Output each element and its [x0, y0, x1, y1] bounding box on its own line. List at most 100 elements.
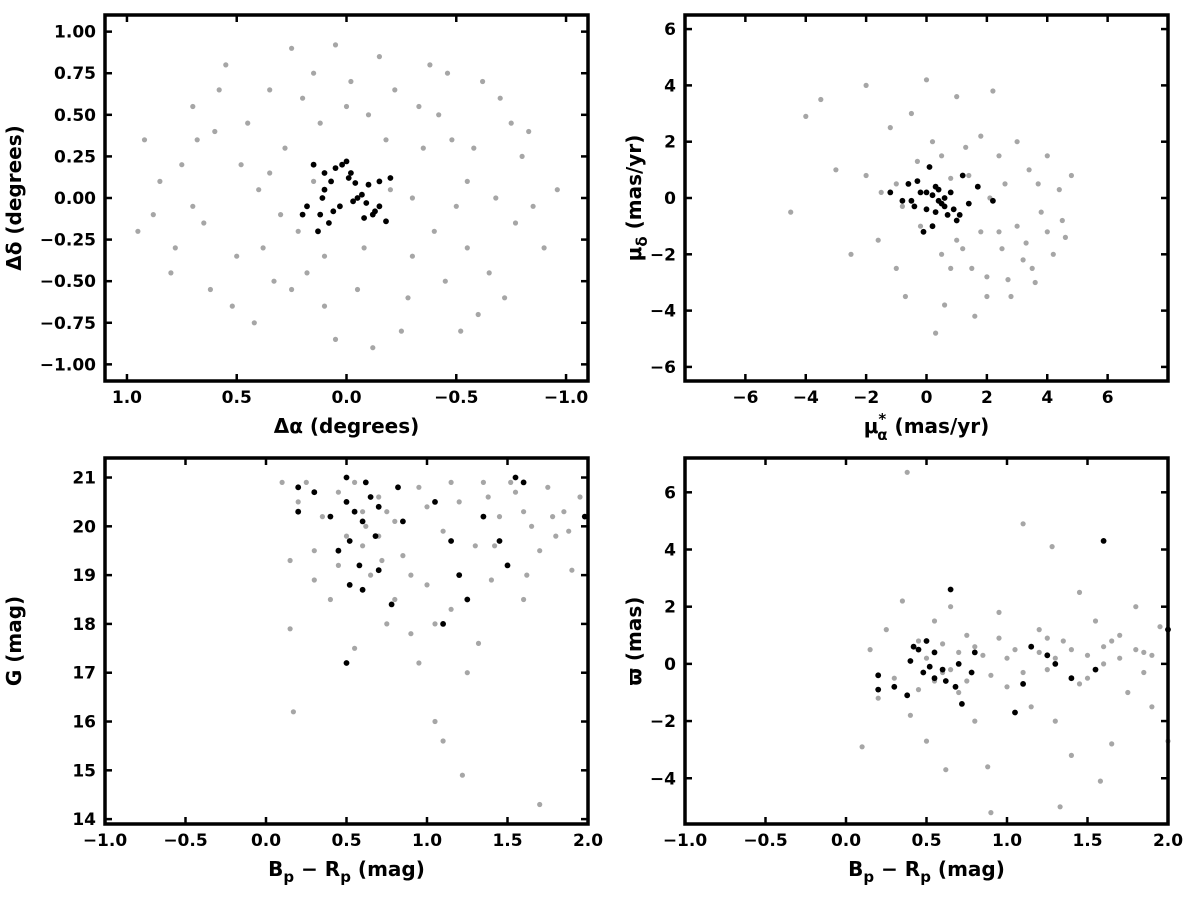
x-tick-label: 1.0: [992, 831, 1022, 851]
data-point: [1004, 655, 1010, 661]
x-tick-label: 0.0: [251, 831, 281, 851]
data-point: [914, 158, 921, 164]
data-point: [959, 172, 966, 179]
data-point: [1050, 251, 1056, 257]
data-point: [1023, 240, 1029, 246]
data-point: [398, 328, 404, 334]
data-point: [996, 635, 1002, 641]
data-point: [311, 548, 317, 554]
data-point: [974, 183, 981, 190]
x-tick-label: 0.0: [331, 388, 361, 408]
x-tick-label: 0.0: [831, 831, 861, 851]
data-point: [409, 253, 415, 259]
data-point: [1084, 675, 1091, 681]
data-point: [948, 667, 954, 673]
data-point: [416, 103, 422, 110]
data-point: [424, 504, 430, 510]
x-tick-label: 1.5: [1072, 831, 1102, 851]
y-tick-label: 0.75: [54, 64, 96, 84]
data-point: [1068, 172, 1074, 179]
y-tick-label: 0: [664, 655, 676, 675]
x-tick-label: 2: [981, 388, 993, 408]
data-point: [448, 538, 454, 544]
data-point: [492, 543, 498, 549]
y-tick-label: 2: [664, 598, 676, 618]
data-point: [1028, 704, 1034, 710]
data-point: [376, 54, 382, 60]
data-point: [1149, 652, 1155, 658]
data-point: [965, 200, 972, 207]
x-tick-label: −1.0: [663, 831, 708, 851]
data-point: [537, 548, 543, 554]
data-point: [356, 562, 363, 569]
data-point: [554, 187, 560, 193]
y-tick-label: 4: [664, 76, 676, 96]
data-point: [899, 203, 906, 209]
data-point: [303, 479, 309, 485]
data-point: [289, 45, 295, 51]
data-point: [833, 167, 839, 173]
data-point: [339, 161, 345, 168]
x-tick-label: 0.5: [911, 831, 941, 851]
data-point: [1057, 804, 1063, 810]
data-point: [440, 621, 446, 627]
data-point: [887, 189, 894, 196]
data-point: [480, 513, 487, 520]
y-tick-label: −2: [650, 245, 676, 265]
data-point: [1068, 647, 1074, 653]
data-point: [1100, 538, 1107, 544]
data-point: [321, 186, 328, 193]
data-point: [893, 265, 899, 271]
chart-cmd: −1.0 −0.5 0.0 0.5 1.0 1.5 2.0 14 15 16 17 18 19 20 21 B…: [2, 456, 603, 886]
data-point: [375, 567, 382, 574]
data-point: [359, 191, 365, 198]
data-point: [512, 489, 519, 495]
data-point: [953, 217, 960, 224]
data-point: [383, 137, 389, 143]
data-point: [440, 738, 446, 744]
y-tick-label: −6: [650, 358, 676, 378]
data-point: [343, 103, 350, 110]
data-point: [493, 195, 499, 201]
data-point: [317, 211, 324, 218]
data-point: [932, 183, 939, 190]
data-point: [384, 509, 390, 515]
y-tick-label: 0.50: [54, 106, 96, 126]
data-point: [362, 479, 369, 486]
data-point: [383, 218, 389, 225]
data-point: [464, 178, 470, 184]
data-point: [287, 626, 293, 632]
data-point: [932, 209, 939, 216]
data-point: [929, 139, 936, 145]
y-axis-label: μδ (mas/yr): [622, 135, 651, 262]
y-tick-label: −0.25: [40, 231, 96, 251]
data-point: [295, 484, 302, 491]
y-tick-label: −0.50: [40, 272, 96, 292]
data-point: [996, 609, 1002, 616]
chart-parallax: −1.0 −0.5 0.0 0.5 1.0 1.5 2.0 −4 −2 0 2 4 6 Bp − Rp (…: [622, 456, 1183, 886]
data-point: [464, 596, 471, 603]
data-point: [359, 586, 366, 593]
data-point: [408, 631, 414, 637]
data-point: [863, 82, 869, 88]
data-point: [335, 489, 341, 495]
data-point: [848, 251, 854, 257]
data-point: [448, 479, 454, 485]
data-point: [295, 508, 302, 515]
x-tick-label: −0.5: [743, 831, 787, 851]
data-point: [859, 744, 865, 750]
data-point: [360, 543, 366, 549]
data-point: [1052, 718, 1058, 724]
data-point: [295, 499, 301, 505]
data-point: [933, 330, 939, 336]
data-point: [561, 509, 567, 515]
data-point: [1101, 661, 1107, 667]
data-point: [424, 582, 430, 588]
data-point: [917, 223, 924, 229]
data-point: [488, 577, 494, 583]
y-axis-label: Δδ (degrees): [2, 125, 26, 271]
data-point: [939, 666, 946, 673]
data-point: [1012, 709, 1018, 716]
data-point: [432, 499, 438, 505]
data-point: [955, 661, 962, 667]
